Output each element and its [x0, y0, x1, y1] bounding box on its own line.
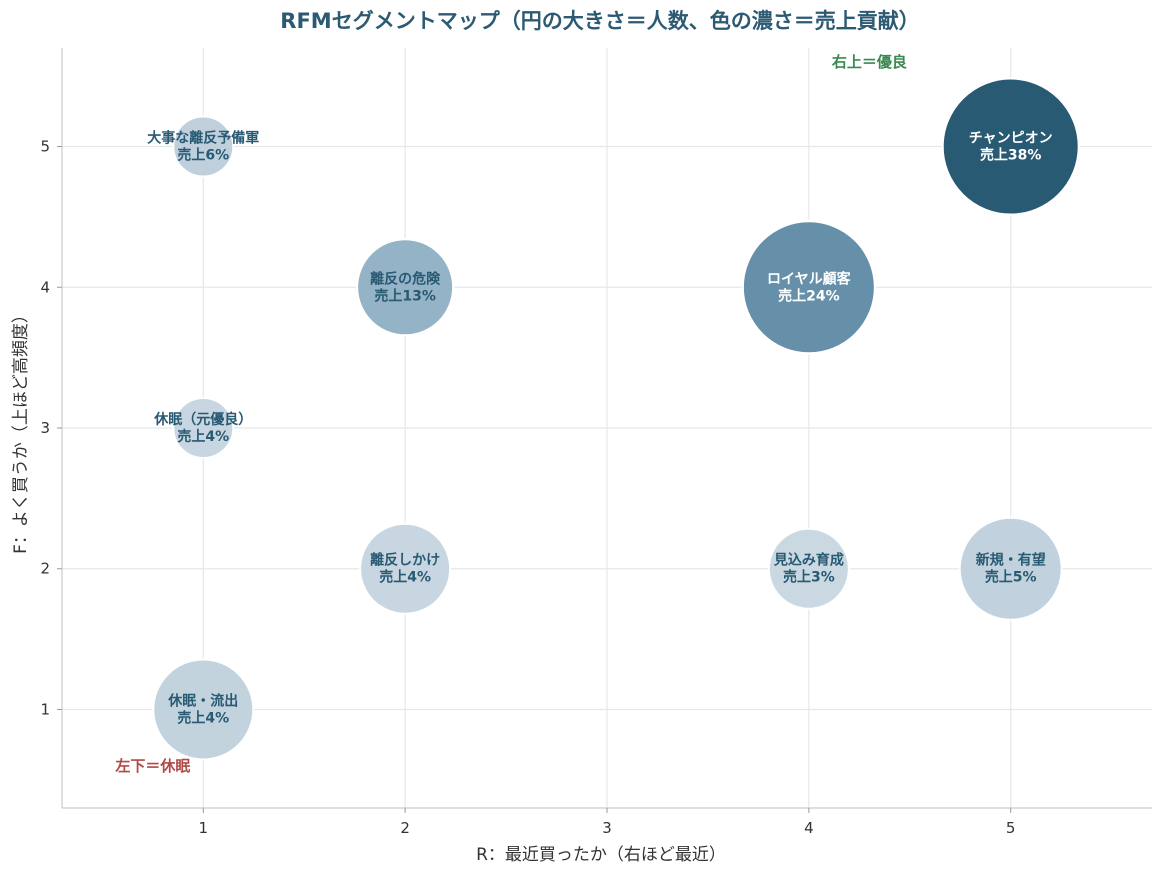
annotation-label: 右上＝優良 — [832, 53, 907, 71]
x-tick-label: 5 — [1006, 819, 1016, 837]
bubble-sales-label: 売上13% — [374, 287, 436, 304]
bubble — [741, 220, 876, 355]
bubble — [941, 77, 1080, 216]
x-axis-label: R：最近買ったか（右ほど最近） — [476, 845, 726, 865]
bubble-segment-label: 見込み育成 — [773, 552, 844, 569]
y-axis-label: F：よく買うか（上ほど高頻度） — [11, 306, 31, 554]
bubble-sales-label: 売上4% — [177, 709, 229, 726]
bubble-sales-label: 売上24% — [778, 287, 840, 304]
bubble-sales-label: 売上5% — [985, 569, 1037, 586]
y-tick-labels: 1 2 3 4 5 — [40, 138, 62, 718]
x-tick-label: 2 — [400, 819, 410, 837]
x-tick-labels: 1 2 3 4 5 — [199, 808, 1016, 837]
chart-title: RFMセグメントマップ（円の大きさ＝人数、色の濃さ＝売上貢献） — [280, 9, 919, 33]
bubble — [152, 658, 255, 761]
bubble-group: 休眠（元優良）売上4% — [153, 397, 252, 459]
bubble-sales-label: 売上38% — [980, 147, 1042, 164]
bubble — [172, 397, 235, 459]
y-tick-label: 2 — [40, 560, 50, 578]
bubble-segment-label: チャンピオン — [969, 131, 1053, 147]
bubble-segment-label: 休眠・流出 — [167, 692, 238, 709]
bubble-sales-label: 売上3% — [783, 569, 835, 586]
bubble-sales-label: 売上4% — [177, 428, 229, 445]
y-tick-label: 4 — [40, 278, 50, 296]
bubble — [172, 115, 235, 178]
x-tick-label: 3 — [602, 819, 612, 837]
bubble-segment-label: 休眠（元優良） — [153, 411, 252, 428]
bubble-segment-label: ロイヤル顧客 — [767, 270, 852, 287]
y-tick-label: 3 — [40, 419, 50, 437]
bubble — [958, 516, 1063, 621]
bubble — [356, 238, 455, 337]
annotation-label: 左下＝休眠 — [114, 757, 190, 775]
x-tick-label: 4 — [804, 819, 814, 837]
x-tick-label: 1 — [199, 819, 209, 837]
bubble-sales-label: 売上4% — [379, 569, 431, 586]
bubble — [767, 527, 850, 610]
y-tick-label: 5 — [40, 138, 50, 156]
bubble-segment-label: 大事な離反予備軍 — [147, 130, 259, 147]
y-tick-label: 1 — [40, 700, 50, 718]
bubble-segment-label: 離反しかけ — [370, 552, 440, 569]
bubble-segment-label: 離反の危険 — [370, 270, 441, 287]
bubble-segment-label: 新規・有望 — [976, 552, 1046, 569]
bubble-sales-label: 売上6% — [177, 147, 229, 164]
bubble — [359, 522, 452, 615]
